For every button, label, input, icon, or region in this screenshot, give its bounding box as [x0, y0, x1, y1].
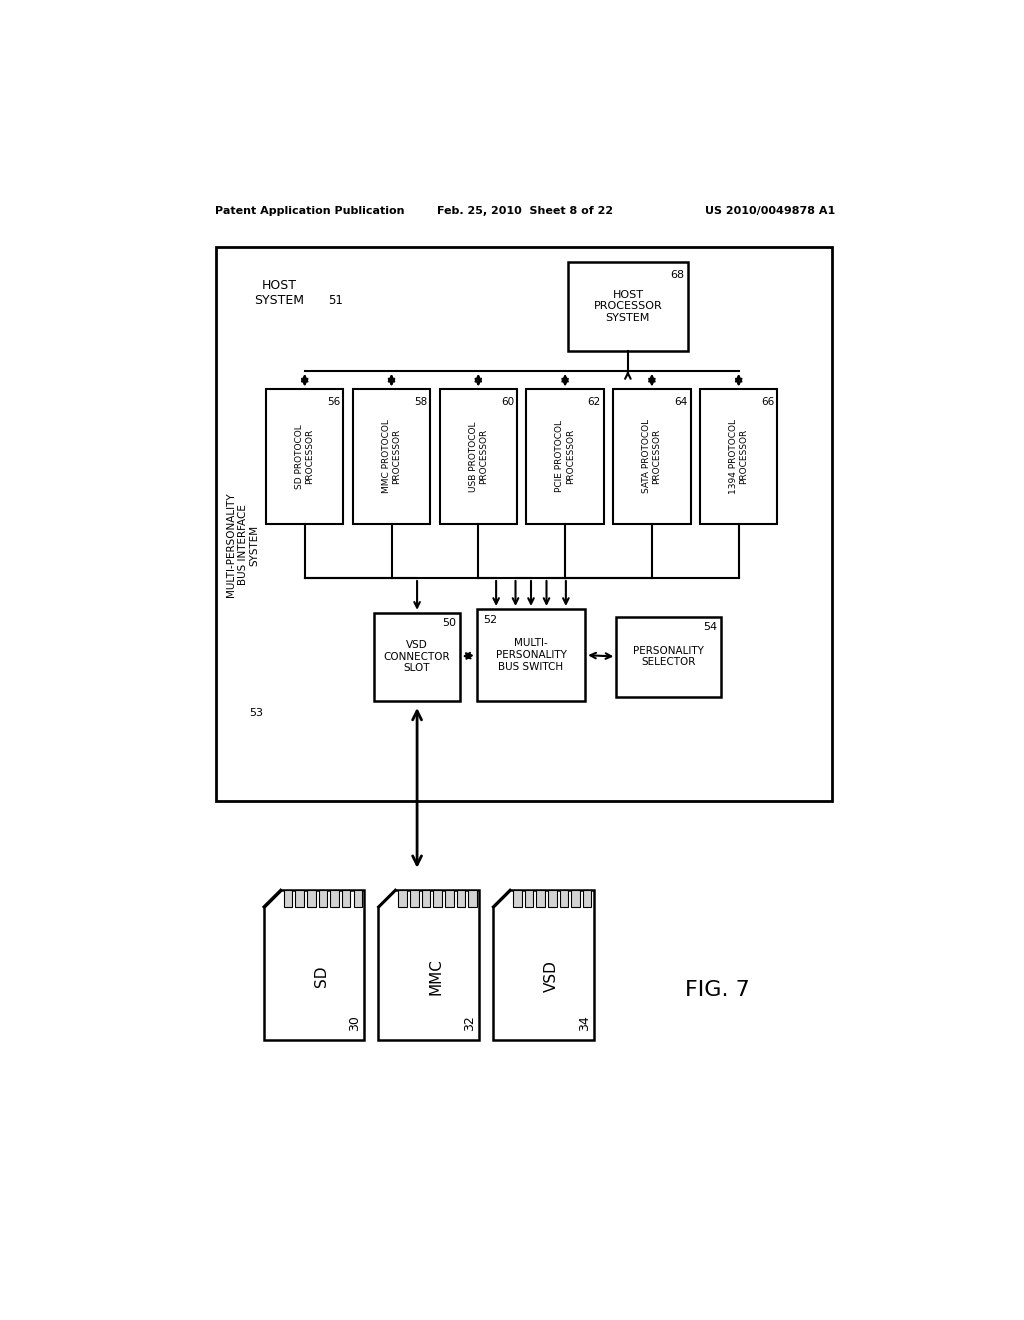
Bar: [318, 890, 328, 907]
Bar: [548, 890, 557, 907]
Text: SD PROTOCOL
PROCESSOR: SD PROTOCOL PROCESSOR: [295, 424, 314, 488]
Bar: [342, 890, 350, 907]
Text: FIG. 7: FIG. 7: [685, 979, 750, 1001]
Text: HOST
SYSTEM: HOST SYSTEM: [254, 279, 304, 308]
Bar: [700, 389, 777, 524]
Bar: [457, 890, 465, 907]
Bar: [477, 609, 586, 701]
Polygon shape: [378, 890, 479, 1040]
Text: Feb. 25, 2010  Sheet 8 of 22: Feb. 25, 2010 Sheet 8 of 22: [437, 206, 612, 215]
Text: VSD
CONNECTOR
SLOT: VSD CONNECTOR SLOT: [384, 640, 451, 673]
Bar: [583, 890, 592, 907]
Text: 54: 54: [703, 622, 718, 632]
Bar: [513, 890, 521, 907]
Bar: [227, 367, 822, 725]
Text: USB PROTOCOL
PROCESSOR: USB PROTOCOL PROCESSOR: [469, 421, 488, 491]
Bar: [524, 890, 534, 907]
Bar: [568, 263, 688, 351]
Text: VSD: VSD: [544, 960, 559, 993]
Bar: [352, 389, 430, 524]
Text: MULTI-PERSONALITY
BUS INTERFACE
SYSTEM: MULTI-PERSONALITY BUS INTERFACE SYSTEM: [226, 492, 259, 597]
Bar: [266, 389, 343, 524]
Bar: [468, 890, 477, 907]
Bar: [331, 890, 339, 907]
Bar: [307, 890, 315, 907]
Bar: [353, 890, 362, 907]
Text: 1394 PROTOCOL
PROCESSOR: 1394 PROTOCOL PROCESSOR: [729, 418, 749, 494]
Text: Patent Application Publication: Patent Application Publication: [215, 206, 404, 215]
Text: HOST
PROCESSOR
SYSTEM: HOST PROCESSOR SYSTEM: [594, 289, 663, 323]
Text: MULTI-
PERSONALITY
BUS SWITCH: MULTI- PERSONALITY BUS SWITCH: [496, 639, 566, 672]
Bar: [422, 890, 430, 907]
Text: 50: 50: [442, 619, 457, 628]
Bar: [295, 890, 304, 907]
Polygon shape: [493, 890, 594, 1040]
Polygon shape: [263, 890, 365, 1040]
Text: SATA PROTOCOL
PROCESSOR: SATA PROTOCOL PROCESSOR: [642, 420, 662, 494]
Bar: [439, 389, 517, 524]
Bar: [284, 890, 292, 907]
Text: 32: 32: [463, 1015, 476, 1031]
Text: SD: SD: [314, 965, 330, 987]
Bar: [560, 890, 568, 907]
Bar: [537, 890, 545, 907]
Text: 64: 64: [674, 397, 687, 407]
Text: 68: 68: [671, 269, 684, 280]
Text: PERSONALITY
SELECTOR: PERSONALITY SELECTOR: [633, 645, 703, 668]
Bar: [571, 890, 580, 907]
Bar: [216, 247, 831, 801]
Text: 58: 58: [414, 397, 427, 407]
Text: 60: 60: [501, 397, 514, 407]
Text: 52: 52: [483, 615, 497, 624]
Text: MMC: MMC: [429, 958, 444, 994]
Bar: [375, 612, 460, 701]
Text: 30: 30: [348, 1015, 361, 1031]
Text: 51: 51: [328, 294, 343, 308]
Bar: [616, 616, 721, 697]
Bar: [445, 890, 454, 907]
Bar: [433, 890, 442, 907]
Text: 53: 53: [249, 708, 263, 718]
Text: 56: 56: [327, 397, 340, 407]
Text: US 2010/0049878 A1: US 2010/0049878 A1: [705, 206, 835, 215]
Bar: [613, 389, 690, 524]
Text: MMC PROTOCOL
PROCESSOR: MMC PROTOCOL PROCESSOR: [382, 420, 401, 494]
Text: 62: 62: [588, 397, 601, 407]
Bar: [410, 890, 419, 907]
Bar: [526, 389, 604, 524]
Text: PCIE PROTOCOL
PROCESSOR: PCIE PROTOCOL PROCESSOR: [555, 420, 574, 492]
Text: 66: 66: [761, 397, 774, 407]
Bar: [398, 890, 407, 907]
Text: 34: 34: [578, 1015, 591, 1031]
